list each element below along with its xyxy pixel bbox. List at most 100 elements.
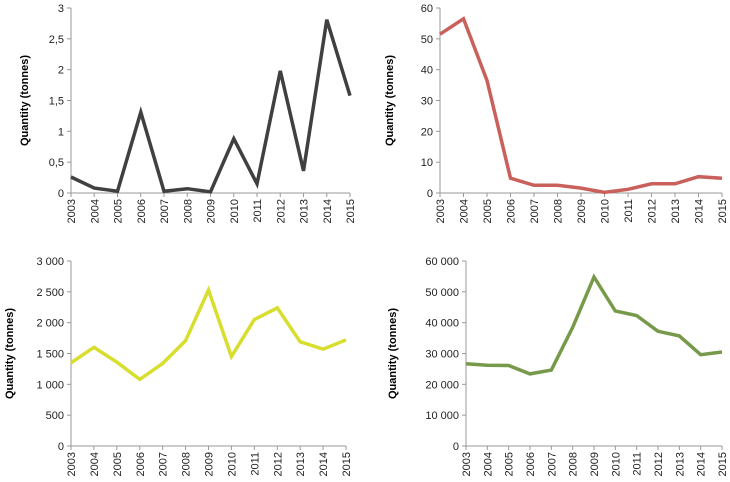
y-tick-label: 3 000 [36, 256, 64, 268]
data-point [486, 364, 489, 367]
x-tick-label: 2008 [181, 452, 193, 476]
data-point [345, 338, 348, 341]
y-axis-label: Quantity (tonnes) [19, 55, 31, 146]
data-point [603, 191, 606, 194]
data-point [279, 69, 282, 72]
data-point [462, 17, 465, 20]
y-tick-label: 40 000 [425, 318, 459, 330]
data-point [529, 372, 532, 375]
data-point [322, 348, 325, 351]
x-tick-label: 2007 [158, 452, 170, 476]
x-tick-label: 2005 [482, 199, 494, 223]
x-tick-label: 2012 [272, 452, 284, 476]
data-point [486, 79, 489, 82]
y-axis-label: Quantity (tonnes) [384, 55, 396, 146]
x-tick-label: 2013 [299, 199, 311, 223]
y-tick-label: 20 000 [425, 379, 459, 391]
x-tick-label: 2014 [322, 199, 334, 223]
y-axis-label: Quantity (tonnes) [4, 308, 16, 399]
y-tick-label: 2 500 [36, 287, 64, 299]
data-point [70, 361, 73, 364]
data-point [465, 362, 468, 365]
data-point [678, 334, 681, 337]
series-line [439, 16, 723, 195]
data-point [699, 353, 702, 356]
data-point [721, 177, 724, 180]
x-tick-label: 2007 [546, 452, 558, 476]
x-tick-label: 2015 [717, 199, 729, 223]
data-point [253, 318, 256, 321]
x-tick-label: 2009 [206, 199, 218, 223]
data-point [349, 94, 352, 97]
x-tick-label: 2008 [568, 452, 580, 476]
x-tick-label: 2011 [632, 452, 644, 476]
data-point [138, 378, 141, 381]
x-tick-label: 2012 [275, 199, 287, 223]
data-point [302, 169, 305, 172]
x-tick-label: 2005 [112, 452, 124, 476]
data-point [533, 184, 536, 187]
y-tick-label: 1 000 [36, 379, 64, 391]
x-tick-label: 2010 [610, 452, 622, 476]
x-tick-label: 2011 [249, 452, 261, 476]
chart-1: 0 0,5 1 1,5 2 2,5 3 2003 2004 2005 2006 2007 2008 200… [19, 3, 357, 223]
x-tick-label: 2009 [576, 199, 588, 223]
y-tick-label: 20 [421, 126, 433, 138]
data-point [657, 330, 660, 333]
x-tick-label: 2014 [318, 452, 330, 476]
y-tick-label: 50 [421, 34, 433, 46]
chart-3: 0 500 1 000 1 500 2 000 2 500 3 000 2003 2004 200… [4, 256, 353, 476]
data-point [209, 190, 212, 193]
x-tick-label: 2008 [182, 199, 194, 223]
data-point [697, 175, 700, 178]
x-tick-label: 2006 [525, 452, 537, 476]
data-point [207, 288, 210, 291]
x-tick-label: 2010 [600, 199, 612, 223]
x-tick-label: 2012 [653, 452, 665, 476]
x-tick-label: 2003 [435, 199, 447, 223]
data-point [614, 309, 617, 312]
x-tick-label: 2013 [670, 199, 682, 223]
x-tick-label: 2006 [506, 199, 518, 223]
x-tick-label: 2006 [136, 199, 148, 223]
data-point [116, 190, 119, 193]
x-tick-label: 2004 [459, 199, 471, 223]
x-tick-label: 2004 [89, 199, 101, 223]
data-point [93, 187, 96, 190]
data-point [580, 187, 583, 190]
x-tick-label: 2005 [504, 452, 516, 476]
x-tick-label: 2009 [589, 452, 601, 476]
data-point [230, 355, 233, 358]
data-point [550, 369, 553, 372]
x-tick-label: 2014 [696, 452, 708, 476]
data-point [299, 340, 302, 343]
y-tick-label: 30 000 [425, 349, 459, 361]
data-point [232, 137, 235, 140]
data-point [139, 111, 142, 114]
y-tick-label: 3 [58, 3, 64, 15]
data-point [507, 364, 510, 367]
x-tick-label: 2012 [647, 199, 659, 223]
x-tick-label: 2007 [529, 199, 541, 223]
y-tick-label: 60 000 [425, 256, 459, 268]
x-tick-label: 2010 [226, 452, 238, 476]
series-line [465, 273, 723, 376]
data-point [163, 190, 166, 193]
y-tick-label: 50 000 [425, 287, 459, 299]
y-tick-label: 0 [453, 441, 459, 453]
x-tick-label: 2010 [229, 199, 241, 223]
y-tick-label: 2 000 [36, 318, 64, 330]
y-tick-label: 1,5 [49, 96, 64, 108]
y-tick-label: 2 [58, 65, 64, 77]
y-tick-label: 60 [421, 3, 433, 15]
x-tick-label: 2003 [66, 452, 78, 476]
x-tick-label: 2014 [694, 199, 706, 223]
data-point [186, 187, 189, 190]
y-tick-label: 40 [421, 65, 433, 77]
data-point [161, 362, 164, 365]
data-point [674, 182, 677, 185]
y-axis-label: Quantity (tonnes) [387, 308, 399, 399]
data-point [556, 184, 559, 187]
y-tick-label: 30 [421, 96, 433, 108]
